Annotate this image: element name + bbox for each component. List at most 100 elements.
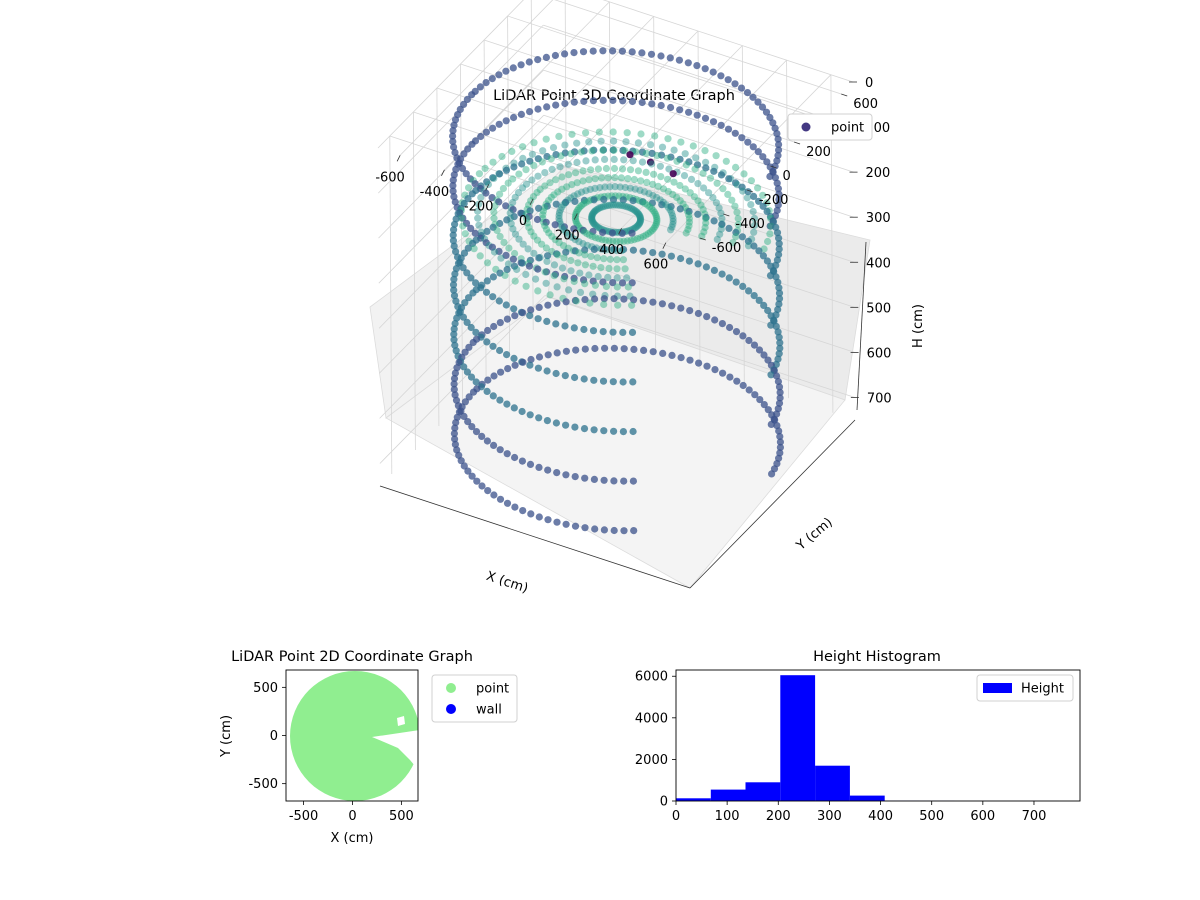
grid-3d [377, 0, 856, 475]
point-3d [505, 244, 513, 252]
point-3d [711, 316, 719, 324]
point-3d [620, 477, 628, 485]
point-3d [638, 198, 647, 206]
point-3d [718, 270, 726, 278]
point-3d [630, 236, 638, 244]
point-3d [597, 203, 605, 211]
point-3d [620, 237, 628, 245]
point-3d [496, 219, 504, 228]
point-3d [496, 346, 504, 355]
point-3d [561, 149, 569, 157]
point-3d [712, 152, 720, 160]
point-3d [489, 273, 497, 281]
point-3d [585, 271, 593, 279]
chart-histogram: Height Histogram 0 100 200 300 400 500 600 7000… [635, 649, 1081, 824]
point-3d [604, 174, 612, 182]
point-3d [553, 469, 561, 477]
grid-floor-y-1 [413, 111, 724, 215]
point-3d [634, 222, 642, 230]
point-3d [622, 203, 630, 211]
point-3d [464, 467, 472, 475]
point-3d [451, 270, 459, 278]
point-3d [775, 399, 784, 407]
point-3d [518, 209, 526, 218]
point-3d [453, 364, 461, 372]
point-3d [476, 252, 484, 260]
point-3d [732, 278, 740, 286]
point-3d [616, 201, 624, 209]
point-3d [635, 211, 643, 219]
point-3d [664, 187, 672, 196]
point-3d [763, 257, 772, 265]
point-3d [552, 320, 560, 328]
point-3d [673, 193, 681, 201]
point-3d [602, 246, 611, 254]
grid-wall-y-1 [413, 111, 416, 451]
point-3d [637, 177, 645, 185]
point-3d [686, 307, 694, 315]
point-3d [729, 239, 737, 247]
point-3d [580, 325, 588, 334]
point-3d [449, 187, 457, 195]
point-3d [638, 148, 647, 156]
x-tick-mark-3d [396, 155, 401, 162]
point-3d [567, 256, 575, 265]
point-3d [600, 476, 608, 484]
point-3d [465, 343, 473, 351]
point-3d [511, 230, 520, 238]
point-3d [609, 128, 617, 136]
point-3d [450, 325, 458, 333]
y-tick-label-2d: 500 [253, 681, 278, 696]
point-3d [575, 249, 583, 257]
point-3d [638, 98, 646, 107]
point-3d [567, 267, 575, 275]
point-3d [623, 237, 632, 245]
point-3d [571, 236, 579, 244]
point-3d [775, 383, 784, 391]
point-3d [771, 124, 779, 132]
point-3d [451, 369, 459, 377]
point-3d [717, 72, 725, 80]
point-3d [525, 262, 534, 270]
point-3d [710, 217, 718, 225]
point-3d [629, 378, 637, 386]
point-3d [591, 281, 600, 289]
x-tick-label-2d: 500 [389, 809, 414, 824]
grid-left-z-7 [379, 295, 546, 464]
point-3d [638, 49, 646, 57]
point-3d [754, 184, 762, 192]
point-3d [511, 312, 519, 320]
point-3d [725, 224, 733, 232]
point-3d [609, 47, 617, 55]
point-3d [610, 477, 618, 485]
point-3d [451, 341, 459, 349]
point-3d [609, 201, 618, 209]
point-3d [745, 287, 753, 295]
point-3d [570, 324, 578, 332]
point-3d [599, 278, 607, 286]
point-3d [767, 420, 775, 428]
point-3d [504, 260, 512, 268]
point-3d [680, 172, 689, 180]
point-3d [709, 68, 717, 76]
point-3d [560, 226, 568, 234]
point-3d [613, 247, 621, 255]
point-3d [581, 251, 589, 259]
point-3d [590, 146, 598, 154]
point-3d [744, 237, 753, 245]
point-3d [535, 303, 543, 311]
point-3d [544, 351, 552, 359]
x-ticks-3d: -600 -400 -200 0 200 400 600 [375, 155, 668, 273]
point-3d [667, 203, 675, 211]
point-3d [496, 319, 504, 327]
grid-left-z-0 [377, 0, 524, 149]
point-3d [751, 391, 759, 399]
point-3d [759, 202, 767, 210]
legend-3d-frame [787, 113, 873, 141]
point-3d [534, 155, 542, 163]
grid-left-z-6 [379, 250, 545, 419]
point-3d [600, 427, 608, 435]
x-axis-label-2d: X (cm) [331, 831, 374, 846]
point-3d [754, 98, 762, 106]
point-3d [483, 259, 492, 267]
